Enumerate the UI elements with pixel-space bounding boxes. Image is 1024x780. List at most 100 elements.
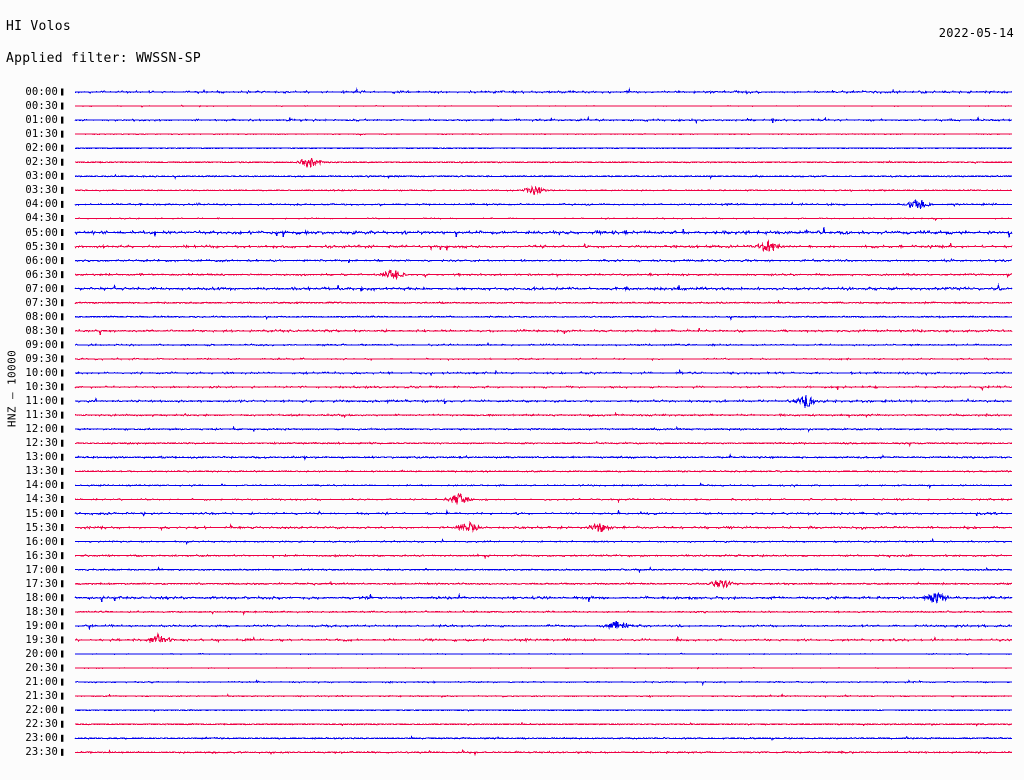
- row-tick-mark: [61, 313, 64, 321]
- time-label: 06:00: [25, 254, 58, 267]
- trace-row: [74, 666, 1013, 670]
- time-label: 14:30: [25, 493, 58, 506]
- trace-row: [74, 492, 1013, 505]
- trace-row: [74, 341, 1013, 347]
- time-label: 04:30: [25, 212, 58, 225]
- time-label: 08:00: [25, 310, 58, 323]
- time-label: 19:30: [25, 633, 58, 646]
- trace-row: [74, 104, 1012, 108]
- time-label: 11:30: [25, 409, 58, 422]
- time-label: 16:30: [25, 549, 58, 562]
- row-tick-mark: [61, 720, 64, 728]
- trace-row: [74, 132, 1013, 137]
- trace-row: [74, 315, 1013, 322]
- row-tick-mark: [61, 102, 64, 110]
- row-tick-mark: [61, 510, 64, 517]
- trace-row: [74, 652, 1013, 656]
- row-tick-mark: [61, 144, 64, 152]
- row-tick-mark: [61, 186, 64, 194]
- row-tick-mark: [61, 594, 64, 602]
- trace-row: [75, 425, 1013, 433]
- row-tick-mark: [61, 88, 64, 96]
- row-tick-mark: [61, 397, 64, 405]
- row-tick-mark: [61, 285, 64, 293]
- trace-row: [74, 299, 1013, 305]
- trace-row: [74, 566, 1013, 574]
- time-label: 22:30: [25, 718, 58, 731]
- time-label: 23:30: [25, 746, 58, 759]
- row-tick-mark: [61, 636, 64, 644]
- time-label: 10:30: [25, 381, 58, 394]
- time-label: 05:30: [25, 240, 58, 253]
- time-label: 07:30: [25, 296, 58, 309]
- trace-row: [74, 579, 1013, 589]
- time-label: 13:00: [25, 451, 58, 464]
- trace-row: [74, 453, 1013, 461]
- time-label: 06:30: [25, 268, 58, 281]
- trace-row: [74, 469, 1013, 474]
- time-label: 09:00: [25, 338, 58, 351]
- row-tick-mark: [61, 369, 64, 377]
- row-tick-mark: [61, 116, 64, 124]
- time-label: 09:30: [25, 352, 58, 365]
- trace-row: [74, 217, 1013, 222]
- time-label: 21:00: [25, 676, 58, 689]
- time-label: 04:00: [25, 198, 58, 211]
- applied-filter-label: Applied filter: WWSSN-SP: [6, 51, 202, 66]
- time-label: 01:00: [25, 114, 58, 127]
- row-tick-mark: [61, 678, 64, 686]
- time-label: 05:00: [25, 226, 58, 239]
- trace-row: [74, 632, 1013, 644]
- row-tick-mark: [61, 706, 64, 714]
- trace-row: [74, 481, 1013, 489]
- time-label: 17:30: [25, 577, 58, 590]
- trace-row: [74, 621, 1013, 631]
- time-label: 02:30: [25, 156, 58, 169]
- time-label: 15:30: [25, 521, 58, 534]
- row-tick-mark: [61, 411, 64, 419]
- row-tick-mark: [61, 622, 64, 630]
- row-tick-mark: [61, 467, 64, 475]
- row-tick-mark: [61, 495, 64, 503]
- time-label: 18:00: [25, 591, 58, 604]
- time-label: 11:00: [25, 395, 58, 408]
- row-tick-mark: [61, 692, 64, 700]
- time-label: 20:30: [25, 662, 58, 675]
- trace-row: [74, 394, 1013, 408]
- trace-row: [74, 592, 1013, 604]
- time-label: 15:00: [25, 507, 58, 520]
- row-tick-mark: [61, 748, 64, 756]
- time-label: 14:00: [25, 479, 58, 492]
- row-tick-mark: [61, 608, 64, 616]
- trace-row: [74, 385, 1013, 392]
- time-label: 07:00: [25, 282, 58, 295]
- row-tick-mark: [61, 355, 64, 363]
- row-tick-mark: [61, 271, 64, 279]
- time-label: 00:00: [25, 86, 58, 98]
- time-label: 18:30: [25, 605, 58, 618]
- time-label: 23:00: [25, 732, 58, 745]
- trace-row: [74, 327, 1013, 335]
- time-label: 22:00: [25, 704, 58, 717]
- row-tick-mark: [61, 383, 64, 391]
- trace-row: [74, 368, 1013, 377]
- time-label: 00:30: [25, 100, 58, 113]
- row-tick-mark: [61, 257, 64, 265]
- time-label: 01:30: [25, 128, 58, 141]
- trace-row: [74, 147, 1013, 150]
- row-tick-mark: [61, 158, 64, 166]
- trace-row: [74, 115, 1013, 125]
- trace-row: [74, 239, 1013, 253]
- trace-row: [74, 357, 1013, 362]
- row-tick-mark: [61, 566, 64, 574]
- trace-row: [74, 173, 1013, 180]
- trace-row: [74, 227, 1013, 238]
- time-label: 19:00: [25, 619, 58, 632]
- time-label: 20:00: [25, 648, 58, 660]
- trace-row: [74, 87, 1013, 95]
- row-tick-mark: [61, 172, 64, 180]
- trace-row: [74, 199, 1012, 210]
- trace-row: [74, 735, 1013, 741]
- row-tick-mark: [61, 481, 64, 489]
